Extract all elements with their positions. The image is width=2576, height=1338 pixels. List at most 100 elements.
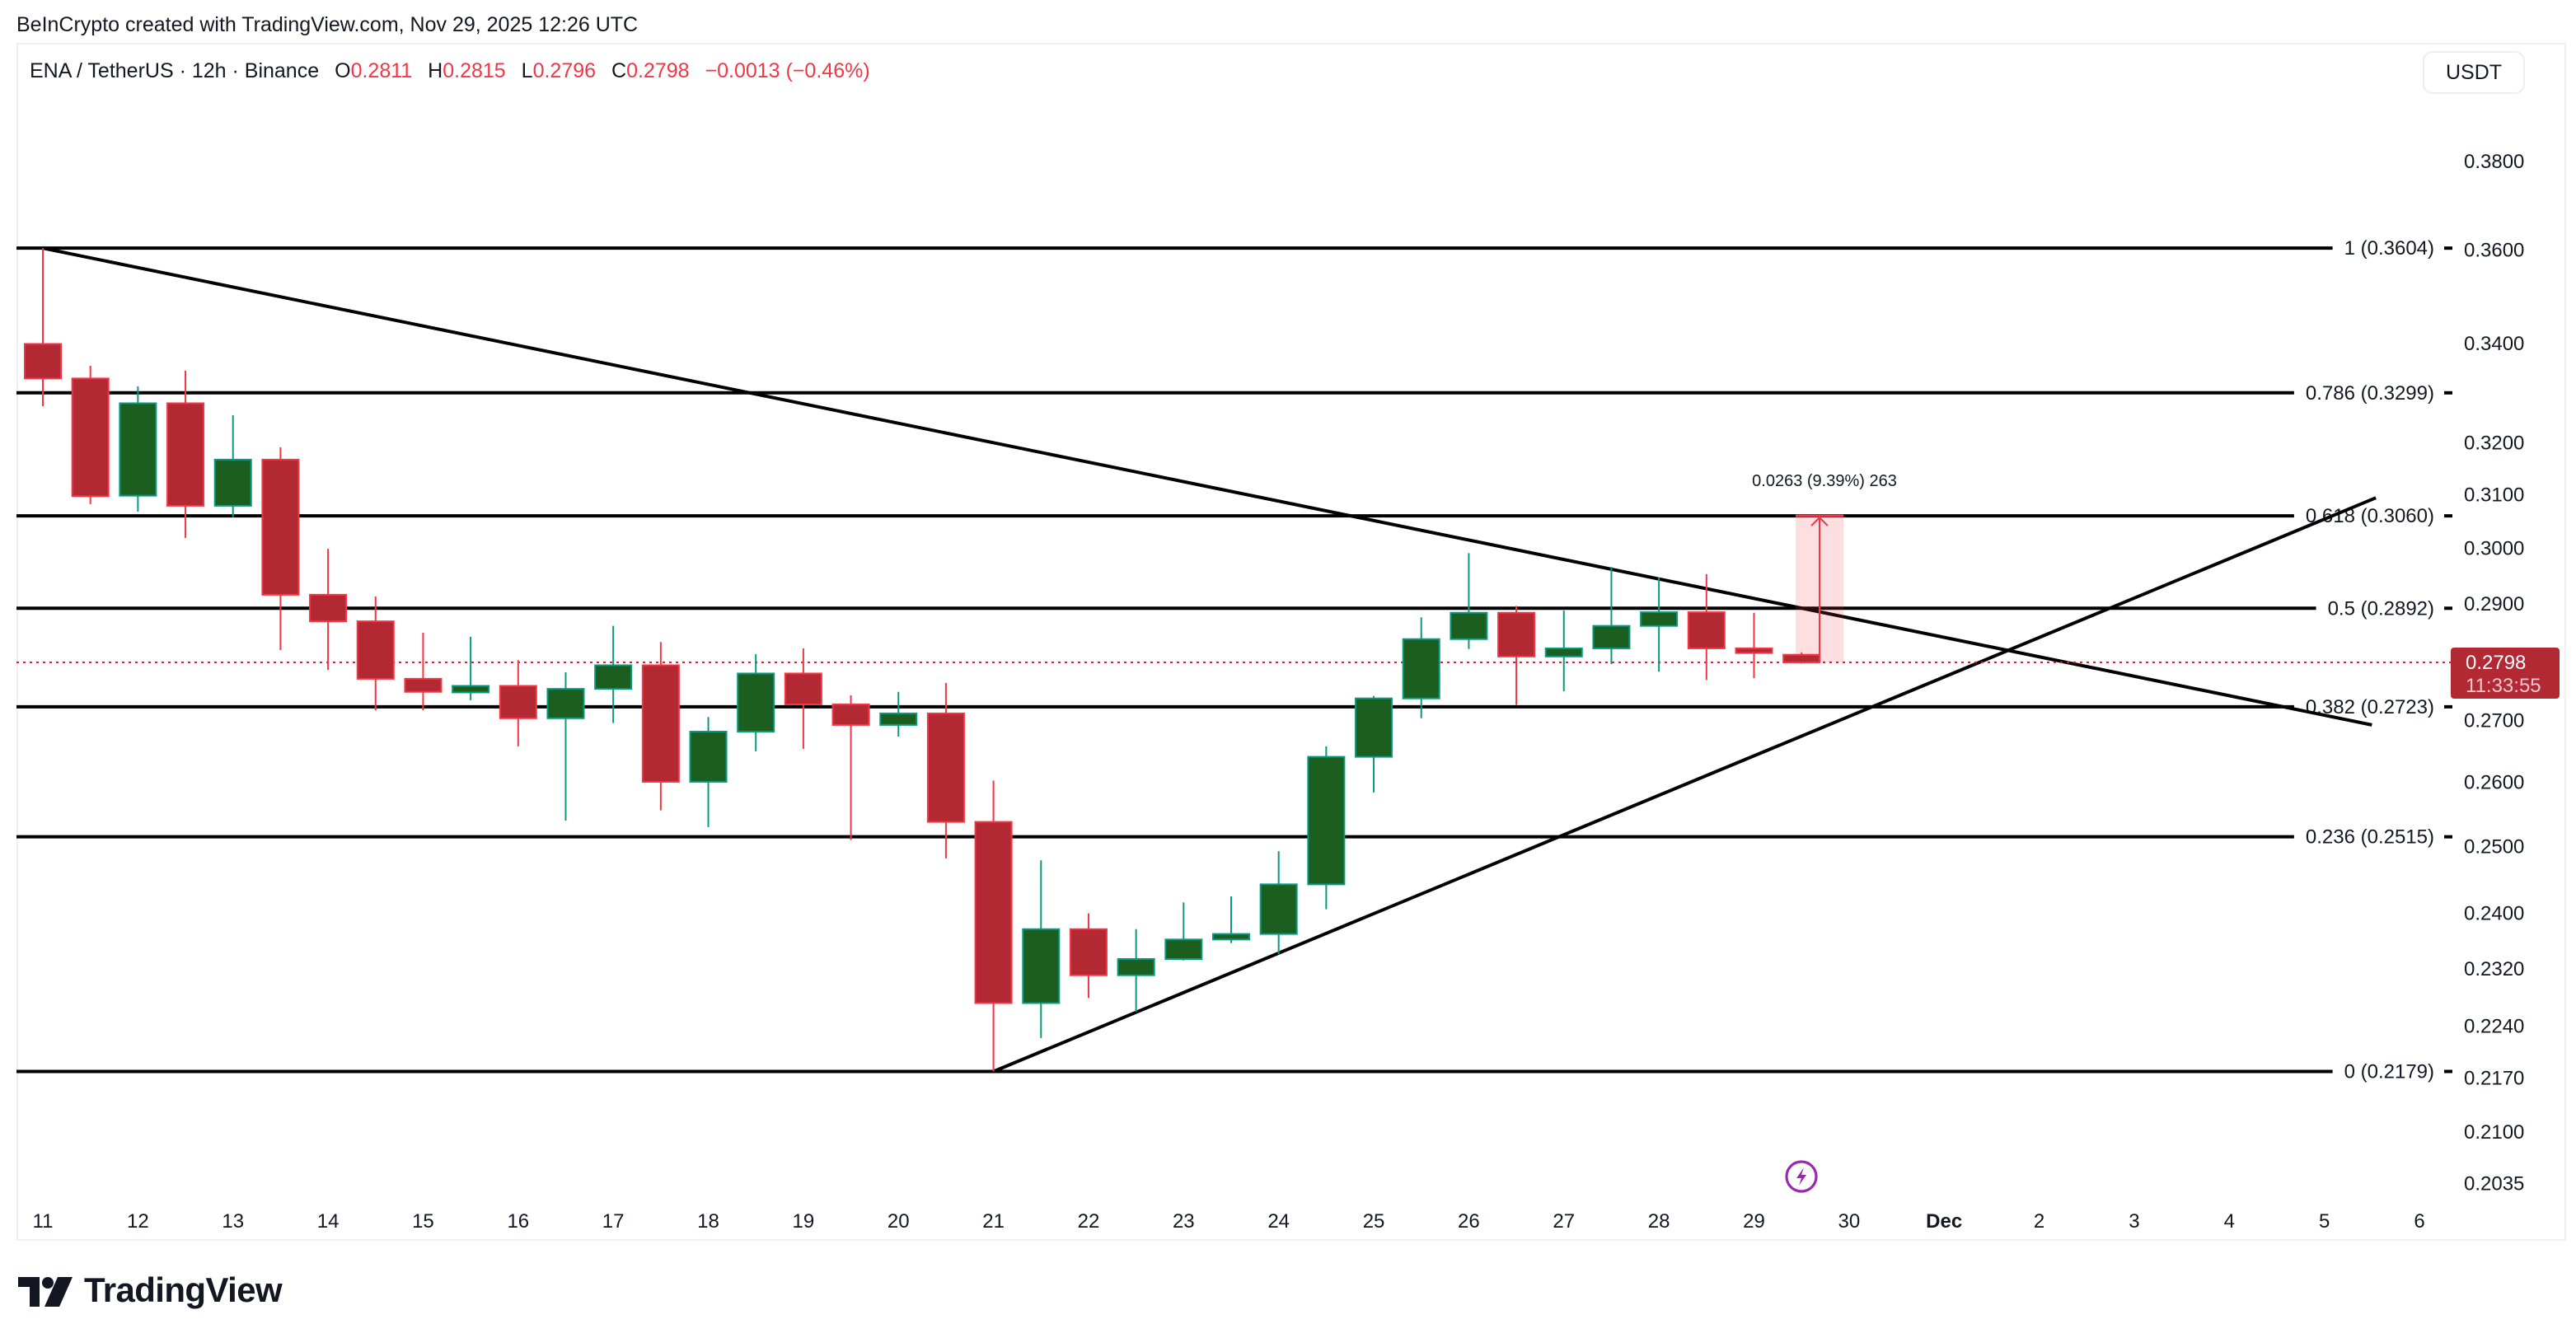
candle-up: [594, 625, 633, 723]
time-tick-label: 21: [982, 1210, 1005, 1233]
measure-label: 0.0263 (9.39%) 263: [1752, 472, 1897, 490]
trendlines[interactable]: [42, 246, 2377, 1074]
candle-up: [1164, 902, 1203, 961]
high-value: 0.2815: [443, 59, 506, 82]
candle-body: [831, 703, 870, 726]
bar-countdown: 11:33:55: [2466, 675, 2541, 697]
time-tick-label: 28: [1648, 1210, 1670, 1233]
candle-down: [261, 447, 300, 651]
candle-body: [879, 712, 918, 726]
candle-down: [784, 648, 822, 749]
time-tick-label: 2: [2034, 1210, 2044, 1233]
price-tick-label: 0.2320: [2464, 958, 2524, 980]
candle-body: [309, 593, 348, 623]
time-tick-label: 30: [1838, 1210, 1860, 1233]
candle-body: [404, 677, 443, 693]
candle-body: [1640, 611, 1679, 627]
price-tick-label: 0.2170: [2464, 1068, 2524, 1090]
time-tick-label: 13: [222, 1210, 244, 1233]
time-tick-label: 16: [507, 1210, 529, 1233]
fib-retracement[interactable]: 1 (0.3604) 0.786 (0.3299) 0.618 (0.3060) 0.…: [16, 237, 2452, 1083]
time-tick-label: 29: [1743, 1210, 1765, 1233]
time-tick-label: 22: [1078, 1210, 1100, 1233]
logo-text: TradingView: [84, 1272, 283, 1310]
candle-body: [1544, 647, 1583, 657]
price-tick-label: 0.2400: [2464, 903, 2524, 925]
time-tick-label: 26: [1458, 1210, 1480, 1233]
time-tick-label: 20: [888, 1210, 910, 1233]
candle-body: [71, 377, 110, 498]
close-value: 0.2798: [626, 59, 690, 82]
candle-down: [974, 780, 1013, 1072]
price-tick-label: 0.3600: [2464, 239, 2524, 261]
tradingview-logo-icon: [18, 1277, 73, 1307]
fib-level-label: 0.236 (0.2515): [2306, 826, 2434, 849]
price-tick-label: 0.2700: [2464, 710, 2524, 732]
time-tick-label: 17: [602, 1210, 625, 1233]
time-tick-label: 15: [412, 1210, 434, 1233]
candle-down: [166, 370, 205, 538]
candle-up: [689, 717, 728, 827]
time-tick-label: 6: [2414, 1210, 2424, 1233]
chart-panel: [16, 43, 2566, 1241]
price-tick-label: 0.3100: [2464, 484, 2524, 506]
time-tick-label: 23: [1173, 1210, 1195, 1233]
price-tick-label: 0.2500: [2464, 836, 2524, 858]
candle-down: [926, 682, 965, 858]
time-tick-label: 3: [2129, 1210, 2139, 1233]
currency-button[interactable]: USDT: [2423, 51, 2525, 94]
fib-level-label: 0.618 (0.3060): [2306, 505, 2434, 527]
candle-body: [166, 402, 205, 507]
open-label: O: [335, 59, 351, 82]
candle-body: [1307, 756, 1346, 886]
candle-body: [499, 685, 537, 719]
candle-down: [831, 695, 870, 840]
candle-up: [1022, 860, 1061, 1038]
candle-up: [119, 386, 157, 512]
candles: [24, 248, 1821, 1072]
candle-up: [1450, 553, 1488, 649]
lightning-icon[interactable]: [1785, 1160, 1818, 1193]
last-price-value: 0.2798: [2466, 652, 2526, 674]
price-range-measure[interactable]: 0.0263 (9.39%) 263: [1752, 472, 1897, 662]
candle-body: [1735, 647, 1773, 654]
candle-down: [1497, 606, 1536, 705]
time-axis[interactable]: 11 12 13 14 15 16 17 18 19 20 21 22 23 24 25 26 27 28 29 30…: [33, 1210, 2425, 1233]
candle-up: [1355, 695, 1393, 793]
candle-body: [1687, 611, 1726, 649]
candle-body: [213, 458, 252, 507]
price-axis[interactable]: 0.3800 0.3600 0.3400 0.3200 0.3100 0.3000 0.29…: [2464, 151, 2524, 1195]
candle-down: [71, 365, 110, 504]
time-tick-label: 18: [697, 1210, 719, 1233]
candle-up: [1640, 577, 1679, 672]
candle-down: [24, 248, 62, 407]
candle-body: [926, 712, 965, 823]
price-tick-label: 0.2900: [2464, 593, 2524, 615]
price-tick-label: 0.2100: [2464, 1121, 2524, 1144]
candle-body: [641, 664, 680, 783]
candle-down: [356, 596, 395, 711]
tradingview-logo[interactable]: TradingView: [18, 1272, 283, 1312]
candle-body: [452, 685, 490, 694]
open-value: 0.2811: [350, 59, 413, 82]
candle-up: [213, 415, 252, 517]
candle-down: [1782, 652, 1821, 664]
last-price-label: 0.2798 11:33:55: [2451, 648, 2560, 699]
candle-up: [1544, 611, 1583, 691]
candle-up: [1592, 567, 1631, 665]
candle-body: [1402, 638, 1440, 699]
candle-up: [879, 691, 918, 737]
trendline: [42, 246, 2372, 727]
time-tick-label: 5: [2319, 1210, 2330, 1233]
candle-up: [452, 636, 490, 700]
low-value: 0.2796: [532, 59, 597, 82]
candle-body: [119, 402, 157, 497]
candle-body: [1450, 611, 1488, 640]
symbol-info[interactable]: ENA / TetherUS · 12h · Binance: [30, 59, 320, 82]
candle-up: [1259, 851, 1298, 955]
candle-down: [404, 633, 443, 711]
candle-up: [737, 653, 775, 751]
candle-body: [1164, 938, 1203, 961]
